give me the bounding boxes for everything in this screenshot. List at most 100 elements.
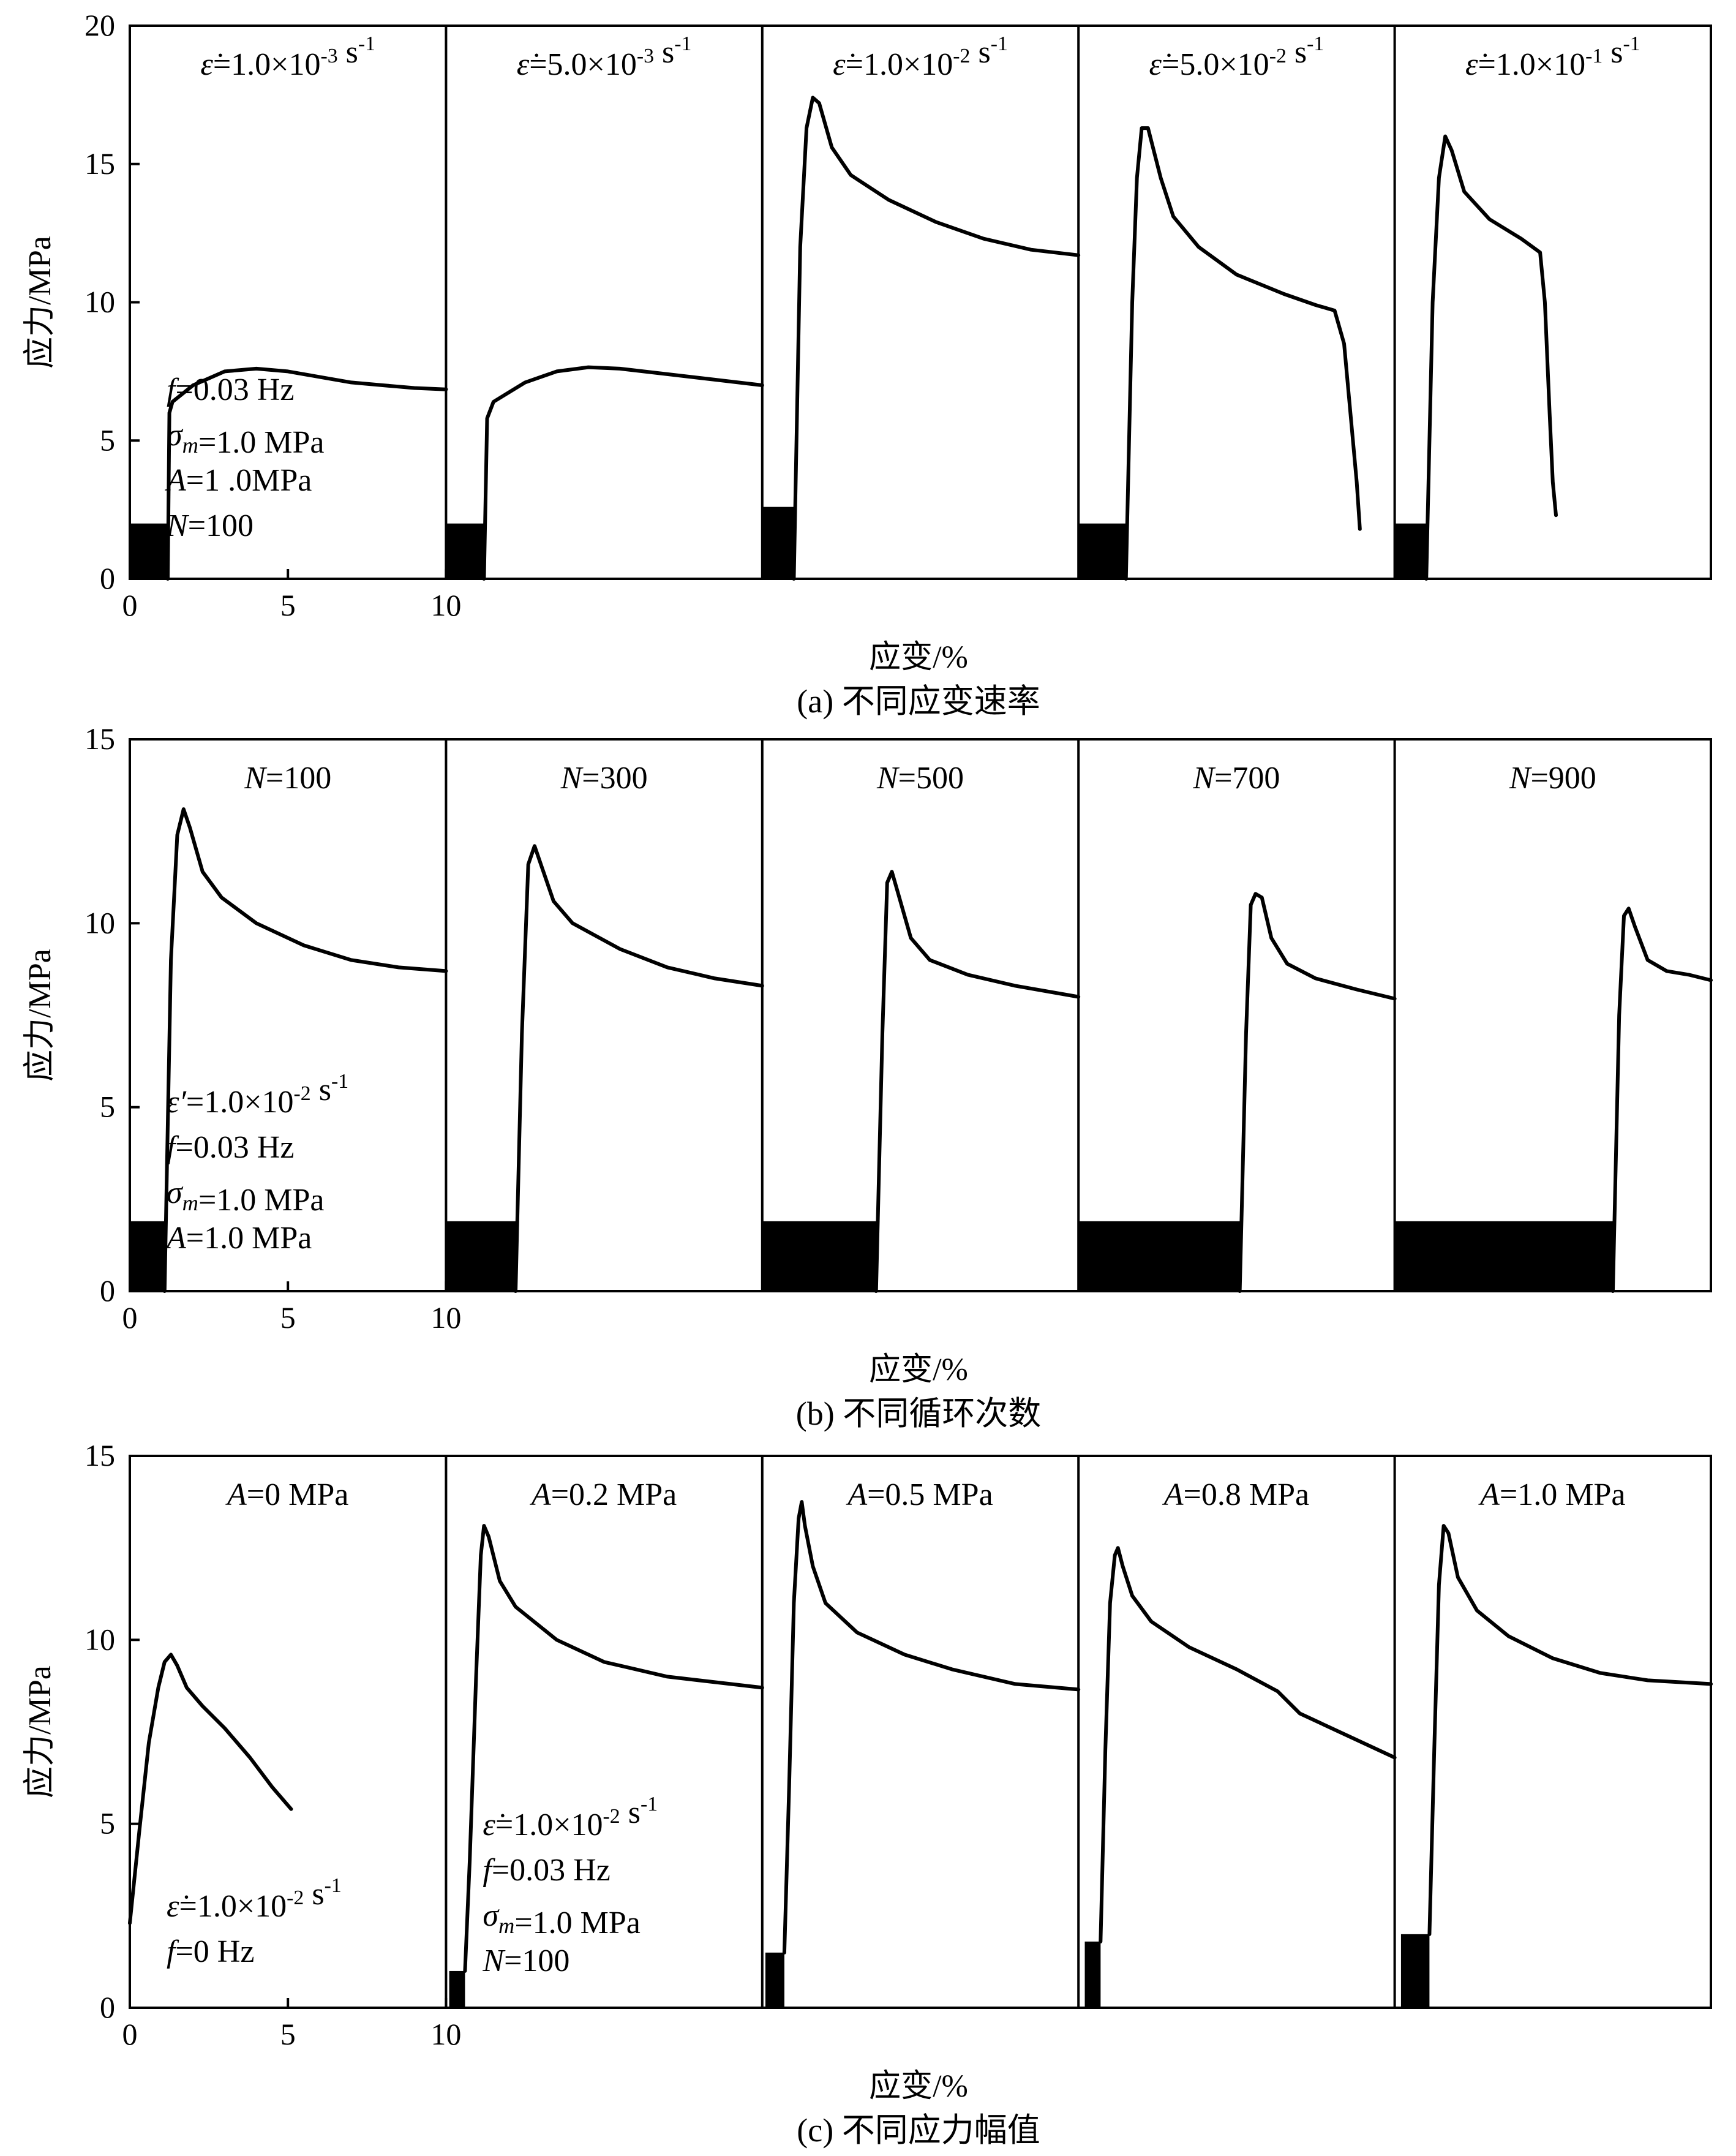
panel-label: A=0.2 MPa: [530, 1477, 677, 1512]
stress-strain-curve: [792, 96, 1081, 581]
cyclic-loading-block: [765, 1952, 784, 2007]
cyclic-loading-block: [1400, 1934, 1430, 2007]
annotation-line: ε′=1.0×10-2 s-1: [167, 1070, 348, 1120]
panel-label: A=1.0 MPa: [1478, 1477, 1625, 1512]
cyclic-loading-block: [446, 1221, 516, 1290]
panel-label: N=100: [244, 761, 331, 796]
annotation-line: f=0.03 Hz: [167, 372, 294, 407]
panel-label: N=900: [1509, 761, 1596, 796]
figure-caption: (a) 不同应变速率: [797, 683, 1040, 720]
annotation-line: A=1.0 MPa: [165, 1221, 312, 1256]
panel-label: N=300: [560, 761, 648, 796]
panel-label: A=0.5 MPa: [846, 1477, 993, 1512]
stress-strain-curve: [514, 844, 764, 1293]
annotation-line: A=1 .0MPa: [165, 463, 312, 498]
y-tick-label: 15: [85, 1438, 115, 1472]
x-axis-title: 应变/%: [869, 2069, 968, 2104]
y-tick-label: 5: [100, 1090, 115, 1124]
plot-frame: [129, 738, 1712, 1292]
series-5: N=900: [1394, 761, 1713, 1293]
annotation-line: f=0 Hz: [167, 1934, 254, 1969]
figure-caption: (b) 不同循环次数: [796, 1395, 1041, 1432]
panel-label: N=700: [1192, 761, 1280, 796]
stress-strain-curve: [1099, 1546, 1397, 1943]
series-3: N=500: [762, 761, 1081, 1293]
annotation-line: f=0.03 Hz: [483, 1853, 610, 1888]
series-5: ε̇=1.0×10-1 s-1: [1394, 32, 1640, 581]
annotation-line: N=100: [166, 508, 254, 543]
cyclic-loading-block: [130, 523, 168, 578]
y-tick-label: 15: [85, 722, 115, 756]
cyclic-loading-block: [762, 507, 794, 578]
y-tick-label: 0: [100, 1990, 115, 2024]
stress-strain-curve: [166, 366, 448, 581]
y-tick-label: 10: [85, 1622, 115, 1656]
cyclic-loading-block: [449, 1970, 465, 2007]
annotation-line: σm=1.0 MPa: [483, 1898, 641, 1940]
x-axis-title: 应变/%: [869, 1352, 968, 1387]
y-tick-label: 20: [85, 8, 115, 42]
stress-strain-curve: [1124, 126, 1362, 581]
y-tick-label: 0: [100, 1273, 115, 1308]
annotation-line: ε̇=1.0×10-2 s-1: [483, 1793, 658, 1842]
series-5: A=1.0 MPa: [1400, 1477, 1713, 2007]
series-4: N=700: [1078, 761, 1397, 1293]
stress-strain-curve: [128, 1653, 293, 1925]
panel-label: ε̇=5.0×10-2 s-1: [1149, 32, 1325, 82]
x-axis-title: 应变/%: [869, 640, 968, 675]
y-axis-title: 应力/MPa: [23, 1665, 58, 1798]
stress-strain-curve: [463, 1524, 764, 1973]
annotation-line: σm=1.0 MPa: [167, 418, 325, 460]
panel-label: ε̇=1.0×10-1 s-1: [1465, 32, 1640, 82]
cyclic-loading-block: [762, 1221, 876, 1290]
y-tick-label: 5: [100, 1806, 115, 1841]
series-1: ε̇=1.0×10-3 s-1: [130, 32, 448, 581]
panel-label: ε̇=1.0×10-2 s-1: [833, 32, 1008, 82]
stress-strain-curve: [1610, 907, 1713, 1293]
series-4: ε̇=5.0×10-2 s-1: [1078, 32, 1362, 581]
figure-caption: (c) 不同应力幅值: [797, 2112, 1040, 2149]
cyclic-loading-block: [1394, 1221, 1613, 1290]
chart-a: 0 5 10 15 20 0 5 10 应力/MPa 应变/% (a) 不同应变速率 ε̇=1.0×1…: [23, 8, 1712, 720]
stress-strain-curve: [782, 1500, 1081, 1954]
panel-label: A=0 MPa: [225, 1477, 348, 1512]
annotation-line: f=0.03 Hz: [167, 1130, 294, 1165]
y-tick-label: 10: [85, 285, 115, 319]
panel-label: ε̇=5.0×10-3 s-1: [517, 32, 692, 82]
plot-frame: [129, 1455, 1712, 2009]
y-axis-title: 应力/MPa: [23, 236, 58, 369]
cyclic-loading-block: [1394, 523, 1427, 578]
series-3: A=0.5 MPa: [765, 1477, 1081, 2007]
stress-strain-curve: [874, 870, 1081, 1293]
y-tick-label: 0: [100, 561, 115, 595]
series-4: A=0.8 MPa: [1084, 1477, 1397, 2007]
series-1: N=100: [130, 761, 448, 1293]
stress-strain-curve: [1427, 1524, 1713, 1936]
annotation-line: N=100: [482, 1943, 569, 1978]
stress-strain-curve: [1238, 892, 1397, 1293]
parameter-annotation: ε′=1.0×10-2 s-1 f=0.03 Hz σm=1.0 MPaA=1.0 …: [165, 1070, 348, 1256]
x-tick-label: 10: [430, 1300, 461, 1335]
cyclic-loading-block: [1078, 1221, 1240, 1290]
x-tick-label: 0: [122, 2017, 138, 2051]
annotation-line: σm=1.0 MPa: [167, 1175, 325, 1218]
x-tick-label: 10: [430, 2017, 461, 2051]
x-tick-label: 5: [280, 2017, 296, 2051]
cyclic-loading-block: [1084, 1941, 1101, 2007]
series-2: N=300: [446, 761, 764, 1293]
chart-c: 0 5 10 15 0 5 10 应力/MPa 应变/% (c) 不同应力幅值 A=0 MPa A=0…: [23, 1438, 1713, 2149]
cyclic-loading-block: [446, 523, 484, 578]
y-tick-label: 5: [100, 423, 115, 457]
series-1: A=0 MPa: [128, 1477, 348, 1925]
y-tick-label: 10: [85, 905, 115, 940]
y-tick-label: 15: [85, 146, 115, 181]
x-tick-label: 0: [122, 1300, 138, 1335]
annotation-line: ε̇=1.0×10-2 s-1: [167, 1874, 342, 1924]
cyclic-loading-block: [130, 1221, 165, 1290]
series-3: ε̇=1.0×10-2 s-1: [762, 32, 1081, 581]
x-tick-label: 5: [280, 1300, 296, 1335]
series-2: A=0.2 MPa: [449, 1477, 764, 2007]
